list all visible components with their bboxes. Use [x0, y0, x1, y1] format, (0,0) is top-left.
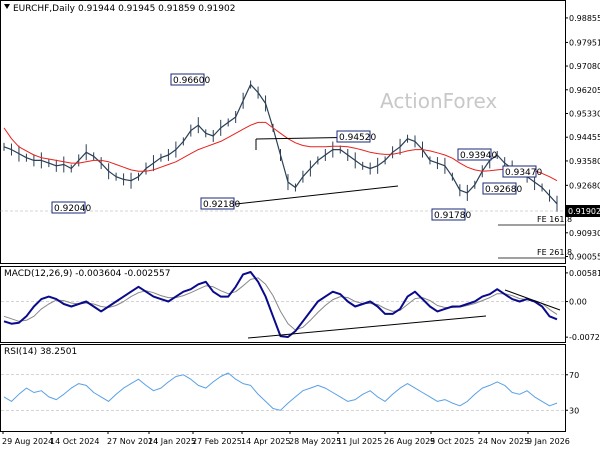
- y-tick-label: 0.97080: [569, 62, 600, 71]
- y-tick-label: 30: [569, 406, 579, 415]
- y-tick-label: 0.94455: [569, 133, 600, 142]
- level-box-0.93940: 0.93940: [457, 148, 497, 161]
- rsi-title: RSI(14) 38.2501: [4, 347, 77, 357]
- level-box-0.96600: 0.96600: [170, 73, 210, 86]
- y-tick-label: 0.005814: [569, 269, 600, 278]
- rsi-panel: [0, 344, 566, 432]
- y-tick-label: 0.90930: [569, 229, 600, 238]
- y-tick-label: 0.95330: [569, 109, 600, 118]
- price-panel: [0, 0, 566, 264]
- x-tick-label: 29 Aug 2024: [2, 437, 53, 446]
- level-label: 0.92040: [54, 204, 91, 214]
- x-tick-label: 14 Apr 2025: [241, 437, 290, 446]
- y-tick-label: 0.92680: [569, 181, 600, 190]
- current-price-tag: 0.91902: [566, 205, 600, 217]
- y-tick-label: 70: [569, 371, 579, 380]
- level-label: 0.92180: [203, 200, 240, 210]
- macd-signal-line: [3, 277, 558, 331]
- x-tick-label: 9 Jan 2026: [527, 437, 570, 446]
- x-tick-label: 26 Aug 2025: [384, 437, 435, 446]
- y-tick-label: 0.00: [569, 298, 587, 307]
- price-line: [3, 83, 558, 205]
- support-trendline: [235, 185, 399, 205]
- y-tick-label: -0.007222: [569, 333, 600, 342]
- price-series-group: [3, 80, 558, 212]
- moving-average-line: [3, 121, 558, 182]
- level-box-0.92180: 0.92180: [200, 197, 240, 210]
- x-tick-label: 9 Oct 2025: [430, 437, 474, 446]
- fe-261-label: FE 261.8: [537, 248, 572, 257]
- rsi-line: [3, 372, 558, 411]
- macd-series-group: [3, 271, 558, 338]
- macd-y-axis: 0.005814 0.00 -0.007222: [1, 269, 600, 342]
- symbol-label: EURCHF,Daily: [13, 4, 76, 14]
- current-price-value: 0.91902: [568, 207, 600, 216]
- macd-down-trendline: [504, 289, 561, 311]
- level-box-0.92680: 0.92680: [482, 182, 522, 195]
- level-label: 0.93470: [505, 168, 542, 178]
- level-label: 0.94520: [339, 133, 376, 143]
- x-tick-label: 11 Jul 2025: [337, 437, 382, 446]
- y-tick-label: 0.90055: [569, 253, 600, 262]
- x-tick-label: 24 Nov 2025: [478, 437, 529, 446]
- x-tick-label: 27 Feb 2025: [192, 437, 242, 446]
- level-box-0.94520: 0.94520: [336, 130, 376, 143]
- level-label: 0.96600: [173, 76, 210, 86]
- y-tick-label: 0.98855: [569, 14, 600, 23]
- level-box-0.92040: 0.92040: [51, 201, 91, 214]
- macd-trendline: [247, 315, 487, 339]
- level-label: 0.91780: [434, 211, 471, 221]
- level-box-0.93470: 0.93470: [502, 165, 542, 178]
- level-label: 0.93940: [460, 151, 497, 161]
- fe-161-label: FE 161.8: [537, 215, 572, 224]
- y-tick-label: 0.96205: [569, 86, 600, 95]
- x-tick-label: 27 Nov 2024: [107, 437, 158, 446]
- watermark: ActionForex: [380, 89, 497, 113]
- y-tick-label: 0.93580: [569, 157, 600, 166]
- x-tick-label: 14 Oct 2024: [50, 437, 99, 446]
- ohlc-readout: 0.91944 0.91945 0.91859 0.91902: [78, 4, 235, 14]
- level-box-0.91780: 0.91780: [431, 208, 471, 221]
- dropdown-triangle-icon[interactable]: [4, 4, 10, 9]
- x-tick-label: 28 May 2025: [289, 437, 341, 446]
- level-label: 0.92680: [485, 185, 522, 195]
- macd-title: MACD(12,26,9) -0.003604 -0.002557: [4, 269, 170, 279]
- rsi-series-group: [3, 372, 558, 411]
- x-tick-label: 14 Jan 2025: [148, 437, 196, 446]
- price-y-axis: 0.98855 0.97951 0.97080 0.96205 0.95330 0.944…: [565, 14, 600, 262]
- rsi-y-axis: 70 30: [1, 371, 579, 415]
- y-tick-label: 0.97951: [569, 38, 600, 47]
- macd-line: [3, 271, 558, 338]
